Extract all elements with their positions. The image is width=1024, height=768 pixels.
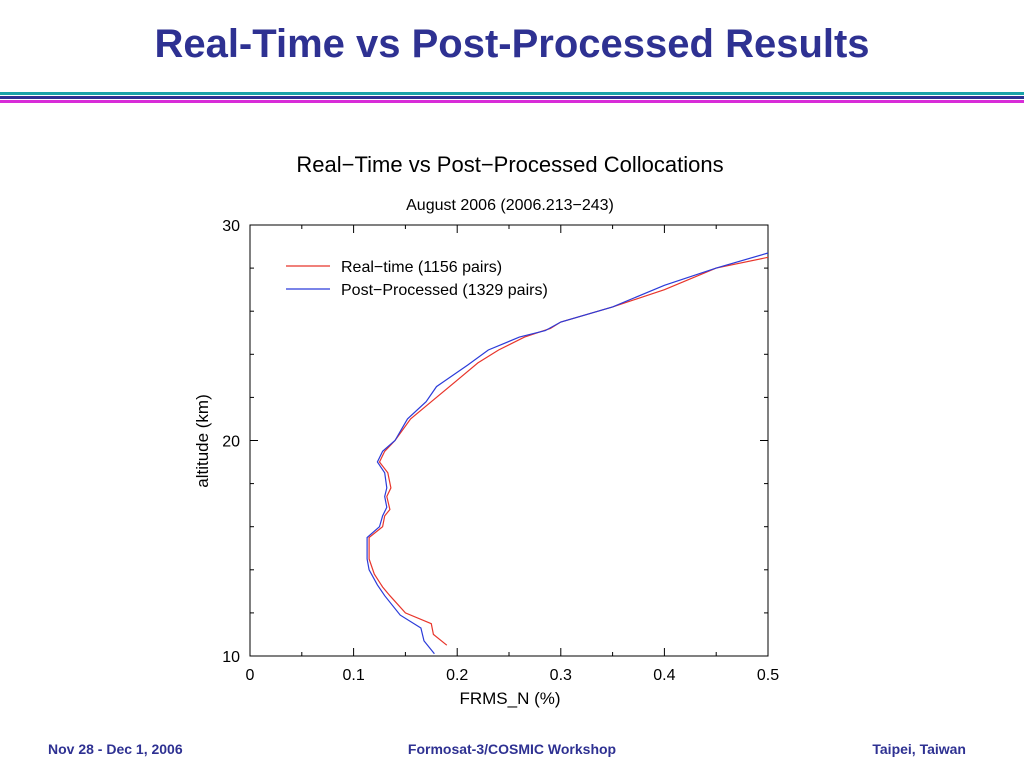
slide-title: Real-Time vs Post-Processed Results	[154, 22, 870, 66]
x-axis-label: FRMS_N (%)	[459, 689, 560, 708]
y-tick-label: 20	[222, 434, 240, 451]
x-tick-label: 0	[246, 667, 255, 684]
legend-label: Post−Processed (1329 pairs)	[341, 282, 548, 299]
footer-date: Nov 28 - Dec 1, 2006	[48, 741, 183, 757]
title-divider-teal	[0, 92, 1024, 95]
legend-label: Real−time (1156 pairs)	[341, 259, 502, 276]
title-divider-magenta	[0, 100, 1024, 103]
series-line-post-processed	[366, 252, 769, 655]
x-tick-label: 0.3	[550, 667, 572, 684]
x-tick-label: 0.5	[757, 667, 779, 684]
y-axis-label: altitude (km)	[193, 394, 212, 488]
y-tick-label: 10	[222, 649, 240, 666]
footer-location: Taipei, Taiwan	[872, 741, 966, 757]
title-divider-navy	[0, 96, 1024, 99]
series-line-real-time	[368, 256, 769, 646]
chart-title: Real−Time vs Post−Processed Collocations	[296, 152, 723, 177]
footer-workshop: Formosat-3/COSMIC Workshop	[407, 741, 617, 757]
x-tick-label: 0.4	[653, 667, 675, 684]
x-tick-label: 0.2	[446, 667, 468, 684]
chart-subtitle: August 2006 (2006.213−243)	[406, 197, 614, 214]
x-tick-label: 0.1	[342, 667, 364, 684]
y-tick-label: 30	[222, 218, 240, 235]
collocation-chart: Real−Time vs Post−Processed Collocations…	[193, 152, 779, 708]
